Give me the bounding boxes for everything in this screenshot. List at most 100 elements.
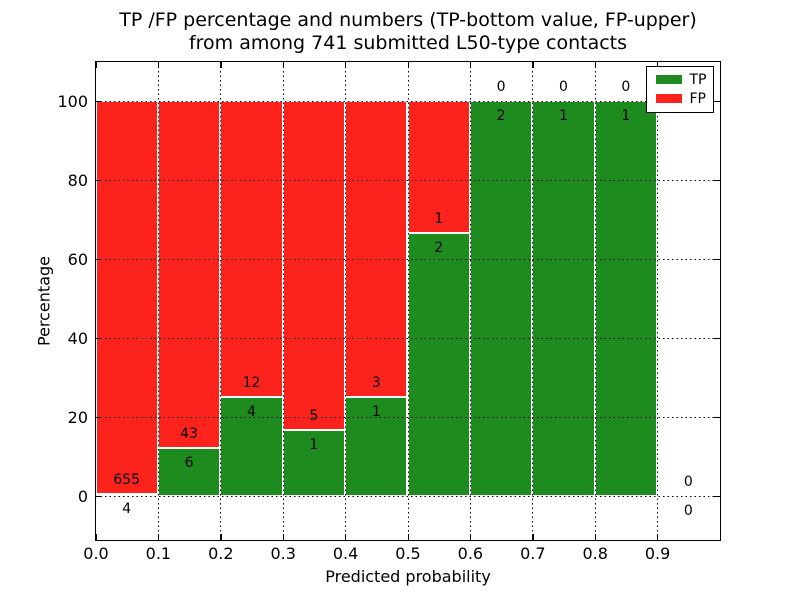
bar-segment-tp bbox=[282, 430, 346, 497]
x-tick-label: 0.8 bbox=[582, 544, 608, 563]
y-tick-mark bbox=[95, 180, 102, 182]
x-tick-mark bbox=[594, 533, 596, 540]
x-tick-label: 0.1 bbox=[145, 544, 172, 563]
x-tick-label: 0.5 bbox=[395, 544, 421, 563]
bar-segment-tp bbox=[345, 397, 408, 497]
bar-segment-tp bbox=[95, 493, 158, 497]
gridline-horizontal bbox=[95, 417, 720, 419]
x-axis-label: Predicted probability bbox=[325, 567, 491, 586]
gridline-vertical bbox=[157, 61, 159, 540]
plot-area: 655 4 43 6 12 4 5 1 3 1 1 2 0 2 0 1 0 1 0 0 TP FP bbox=[94, 60, 721, 541]
x-tick-label: 0.0 bbox=[83, 544, 109, 563]
gridline-vertical bbox=[407, 61, 409, 540]
gridline-vertical bbox=[345, 61, 347, 540]
y-tick-label: 100 bbox=[57, 91, 88, 111]
gridline-horizontal bbox=[95, 101, 720, 102]
y-tick-mark-right bbox=[713, 180, 720, 182]
annotations-layer: 655 4 43 6 12 4 5 1 3 1 1 2 0 2 0 1 0 1 0 0 bbox=[96, 62, 720, 540]
x-tick-mark bbox=[157, 533, 160, 540]
x-tick-label: 0.3 bbox=[270, 544, 296, 563]
fp-count-label: 0 bbox=[496, 79, 506, 95]
x-tick-mark-top bbox=[594, 61, 596, 68]
y-tick-mark bbox=[95, 101, 102, 103]
fp-count-label: 3 bbox=[371, 375, 381, 392]
tp-count-label: 0 bbox=[683, 503, 693, 520]
chart-title-line1: TP /FP percentage and numbers (TP-bottom… bbox=[119, 9, 697, 31]
tp-count-label: 1 bbox=[371, 404, 381, 421]
fp-count-label: 43 bbox=[180, 425, 199, 442]
x-tick-mark bbox=[345, 533, 347, 540]
gridline-vertical bbox=[469, 61, 471, 540]
grid-layer bbox=[95, 61, 720, 540]
x-tick-mark bbox=[657, 533, 659, 540]
legend-entry-fp: FP bbox=[655, 92, 713, 106]
tp-count-label: 6 bbox=[184, 454, 194, 471]
legend: TP FP bbox=[645, 65, 714, 113]
bar-segment-fp bbox=[157, 101, 221, 448]
x-tick-mark-top bbox=[157, 61, 160, 68]
x-tick-label: 0.2 bbox=[208, 544, 234, 563]
x-tick-mark-top bbox=[282, 61, 284, 68]
chart-title-line2: from among 741 submitted L50-type contac… bbox=[188, 32, 628, 54]
fp-count-label: 0 bbox=[683, 474, 693, 491]
y-tick-mark bbox=[95, 338, 102, 340]
y-tick-mark-right bbox=[713, 259, 720, 261]
gridline-vertical bbox=[532, 61, 534, 540]
legend-entry-tp: TP bbox=[655, 71, 713, 88]
gridline-vertical bbox=[657, 61, 659, 540]
y-tick-mark-right bbox=[713, 338, 720, 340]
legend-label-tp: TP bbox=[689, 71, 707, 88]
x-tick-mark-top bbox=[532, 61, 534, 68]
bar-segment-fp bbox=[282, 101, 346, 431]
x-tick-label: 0.4 bbox=[332, 544, 359, 563]
y-tick-mark-right bbox=[713, 101, 720, 103]
y-tick-label: 20 bbox=[67, 407, 88, 427]
fp-count-label: 0 bbox=[621, 79, 631, 95]
tp-count-label: 1 bbox=[559, 108, 568, 124]
x-tick-label: 0.9 bbox=[644, 544, 671, 563]
tp-count-label: 4 bbox=[247, 404, 256, 421]
tp-count-label: 2 bbox=[496, 108, 506, 124]
x-tick-mark bbox=[532, 533, 534, 540]
tp-count-label: 4 bbox=[122, 500, 132, 517]
gridline-vertical bbox=[220, 61, 222, 540]
y-tick-mark-right bbox=[713, 417, 720, 419]
chart-title: TP /FP percentage and numbers (TP-bottom… bbox=[96, 9, 720, 55]
tp-count-label: 1 bbox=[621, 108, 631, 124]
bar-segment-fp bbox=[407, 101, 470, 233]
x-tick-mark bbox=[95, 533, 97, 540]
gridline-horizontal bbox=[95, 338, 720, 340]
fp-count-label: 12 bbox=[242, 375, 261, 392]
gridline-vertical bbox=[594, 61, 596, 540]
gridline-horizontal bbox=[95, 180, 720, 181]
x-tick-label: 0.6 bbox=[457, 544, 484, 563]
x-tick-mark bbox=[407, 533, 409, 540]
y-tick-label: 40 bbox=[67, 328, 88, 348]
x-tick-mark bbox=[469, 533, 472, 540]
y-tick-mark bbox=[95, 417, 102, 419]
gridline-horizontal bbox=[95, 259, 720, 261]
bar-segment-tp bbox=[594, 101, 658, 497]
x-tick-mark-top bbox=[407, 61, 409, 68]
x-tick-mark-top bbox=[469, 61, 472, 68]
tp-count-label: 2 bbox=[434, 239, 444, 256]
y-tick-mark bbox=[95, 259, 102, 261]
bar-segment-fp bbox=[95, 101, 158, 494]
ticks-layer bbox=[95, 61, 720, 540]
x-tick-label: 0.7 bbox=[520, 544, 546, 563]
y-tick-label: 0 bbox=[77, 486, 88, 506]
bar-segment-fp bbox=[345, 101, 408, 398]
x-tick-mark-top bbox=[220, 61, 222, 68]
bar-segment-tp bbox=[220, 397, 283, 497]
legend-swatch-fp-icon bbox=[655, 94, 682, 103]
x-tick-mark bbox=[282, 533, 284, 540]
fp-count-label: 655 bbox=[113, 471, 141, 488]
bar-segment-tp bbox=[532, 101, 595, 497]
tp-count-label: 1 bbox=[309, 437, 319, 454]
x-tick-mark-top bbox=[657, 61, 659, 68]
y-tick-mark-right bbox=[713, 496, 720, 498]
x-tick-mark-top bbox=[95, 61, 97, 68]
y-tick-mark bbox=[95, 496, 102, 498]
fp-count-label: 1 bbox=[434, 210, 444, 227]
